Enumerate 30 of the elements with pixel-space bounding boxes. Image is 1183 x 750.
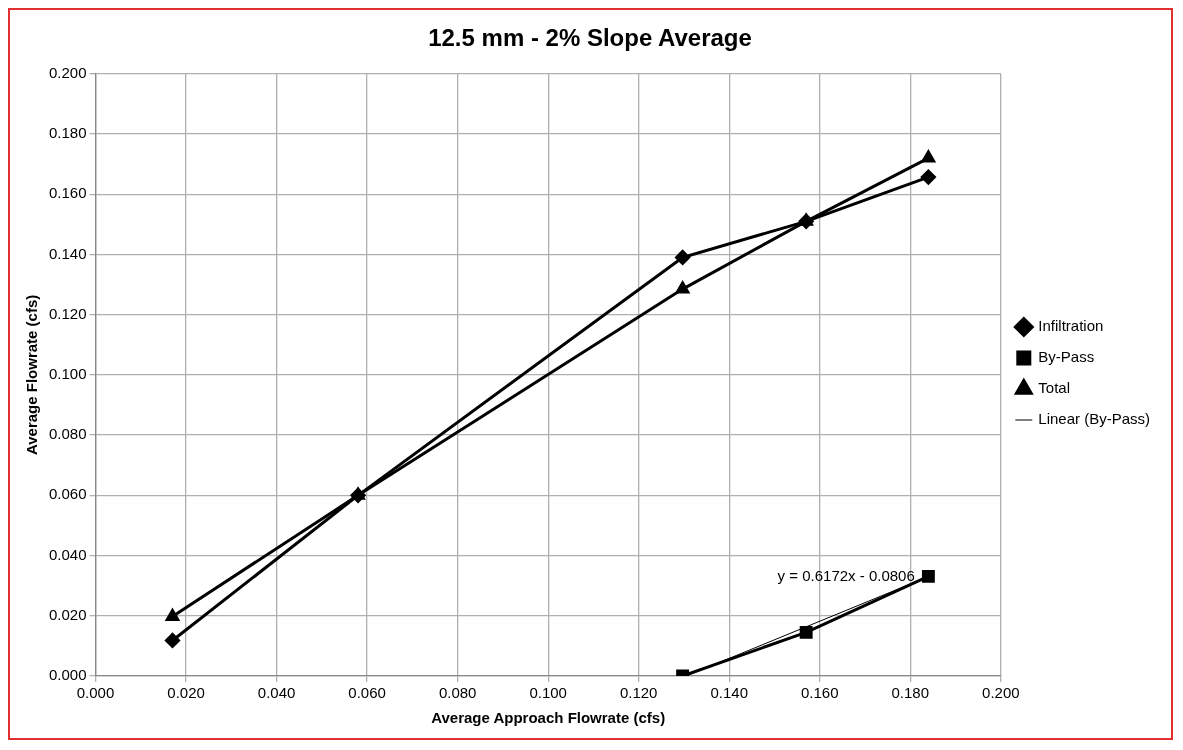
- y-tick-label: 0.140: [48, 244, 87, 262]
- y-tick-label: 0.040: [48, 545, 87, 563]
- y-tick-label: 0.060: [48, 485, 87, 503]
- y-tick-label: 0.180: [48, 124, 87, 142]
- x-tick-label: 0.080: [438, 684, 477, 702]
- y-tick-label: 0.120: [48, 304, 87, 322]
- chart-title: 12.5 mm - 2% Slope Average: [428, 24, 752, 52]
- y-tick-label: 0.200: [48, 63, 87, 81]
- x-tick-label: 0.100: [529, 684, 567, 702]
- legend-label: Total: [1038, 379, 1070, 397]
- x-tick-label: 0.180: [891, 684, 930, 702]
- y-tick-label: 0.100: [48, 365, 87, 383]
- x-tick-label: 0.200: [982, 684, 1020, 702]
- x-tick-label: 0.140: [710, 684, 748, 702]
- legend-label: Linear (By-Pass): [1038, 410, 1150, 428]
- y-tick-label: 0.080: [48, 425, 87, 443]
- y-tick-label: 0.000: [48, 666, 87, 684]
- legend-label: Infiltration: [1038, 317, 1104, 335]
- y-axis-title: Average Flowrate (cfs): [23, 294, 41, 456]
- y-tick-label: 0.160: [48, 184, 87, 202]
- x-axis-title: Average Approach Flowrate (cfs): [431, 709, 666, 727]
- x-tick-label: 0.020: [167, 684, 205, 702]
- x-tick-label: 0.160: [800, 684, 839, 702]
- legend-label: By-Pass: [1038, 348, 1095, 366]
- x-tick-label: 0.120: [619, 684, 658, 702]
- x-tick-label: 0.060: [348, 684, 386, 702]
- x-tick-label: 0.040: [257, 684, 296, 702]
- annotation: y = 0.6172x - 0.0806: [777, 566, 915, 584]
- y-tick-label: 0.020: [48, 605, 87, 623]
- x-tick-label: 0.000: [76, 684, 115, 702]
